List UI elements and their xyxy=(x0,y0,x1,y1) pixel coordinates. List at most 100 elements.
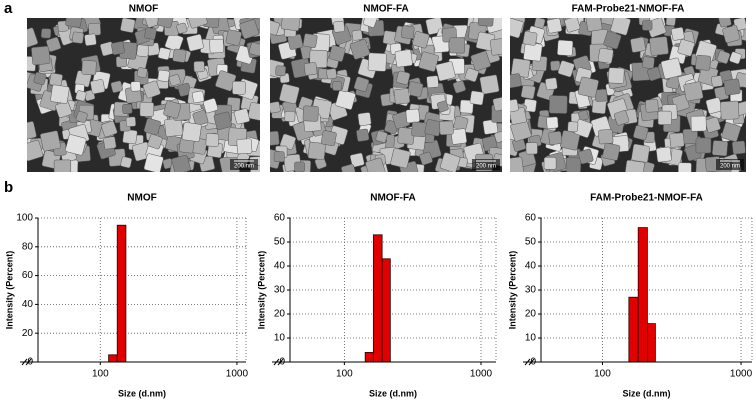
particle xyxy=(279,83,300,105)
particle xyxy=(90,79,106,95)
particle xyxy=(136,44,149,57)
x-axis-label: Size (d.nm) xyxy=(622,388,670,398)
particle xyxy=(439,152,461,172)
bar xyxy=(116,224,127,363)
y-tick-label: 40 xyxy=(274,261,286,272)
particle xyxy=(723,78,741,96)
particle xyxy=(120,156,132,169)
x-tick-label: 1000 xyxy=(470,369,493,380)
particle xyxy=(53,159,72,172)
scale-bar-label: 200 nm xyxy=(234,164,254,170)
particle xyxy=(393,88,411,105)
particle xyxy=(729,51,742,65)
particle xyxy=(546,116,559,129)
particle xyxy=(172,48,187,63)
particle xyxy=(479,74,500,95)
image-title: NMOF-FA xyxy=(363,4,409,15)
particle xyxy=(522,31,538,46)
particle xyxy=(171,154,191,172)
particle xyxy=(225,29,242,46)
particle xyxy=(144,27,157,40)
particle xyxy=(405,108,420,124)
chart-title: NMOF-FA xyxy=(370,193,416,204)
particle xyxy=(412,31,430,49)
particle xyxy=(449,37,466,54)
particle xyxy=(439,120,454,136)
y-axis-label: Intensity (Percent) xyxy=(507,251,517,330)
particle xyxy=(722,25,741,44)
particle xyxy=(233,108,250,125)
particle xyxy=(307,141,326,160)
particle xyxy=(270,101,281,114)
particle xyxy=(176,22,188,34)
particle xyxy=(630,37,646,53)
particle xyxy=(181,122,202,142)
particle xyxy=(677,162,692,172)
particle xyxy=(608,67,625,84)
particle xyxy=(549,95,568,114)
particle xyxy=(239,19,260,39)
particle xyxy=(125,116,136,127)
y-tick-label: 30 xyxy=(274,285,286,296)
particle xyxy=(671,27,685,41)
particle xyxy=(143,153,164,172)
particle xyxy=(646,66,662,81)
panel-label: b xyxy=(4,179,13,196)
particle xyxy=(543,157,557,170)
particle xyxy=(578,110,589,121)
particle xyxy=(31,46,51,66)
particle xyxy=(320,130,337,147)
scale-bar-bg xyxy=(716,159,744,170)
particle xyxy=(453,115,469,131)
particle xyxy=(130,81,141,92)
particle xyxy=(510,73,522,89)
y-tick-label: 40 xyxy=(525,261,537,272)
image-title: FAM-Probe21-NMOF-FA xyxy=(572,4,685,15)
particle xyxy=(459,99,474,114)
particle xyxy=(103,136,117,150)
particle xyxy=(110,80,123,93)
particle xyxy=(247,102,260,122)
bar xyxy=(108,354,118,363)
particle xyxy=(690,115,707,132)
particle xyxy=(270,19,280,36)
particle xyxy=(213,111,233,130)
particle xyxy=(101,120,118,138)
particle xyxy=(294,161,305,172)
y-tick-label: 60 xyxy=(22,270,34,281)
particle xyxy=(163,100,182,119)
particle xyxy=(84,33,97,46)
particle xyxy=(349,39,371,60)
particle xyxy=(683,81,704,102)
particle xyxy=(695,137,712,154)
particle xyxy=(65,134,87,156)
particle xyxy=(642,56,655,69)
particle xyxy=(557,60,575,78)
particle xyxy=(72,31,84,44)
particle xyxy=(450,128,467,145)
bar xyxy=(647,323,656,363)
particle xyxy=(492,96,502,112)
particle xyxy=(332,81,342,91)
particle xyxy=(139,102,154,117)
particle xyxy=(660,57,683,80)
particle xyxy=(564,18,581,33)
particle xyxy=(642,20,653,31)
axis-break xyxy=(273,358,280,366)
y-tick-label: 60 xyxy=(274,213,286,224)
particle xyxy=(520,84,536,100)
particle xyxy=(711,75,723,88)
axis-break xyxy=(528,358,535,366)
particle xyxy=(326,68,338,80)
y-tick-label: 50 xyxy=(274,237,286,248)
particle xyxy=(236,138,253,155)
particle xyxy=(328,45,346,62)
particle xyxy=(111,41,125,55)
particle xyxy=(280,18,301,32)
particle xyxy=(469,90,485,106)
particle xyxy=(168,74,181,87)
particle xyxy=(46,37,61,52)
particle xyxy=(557,39,574,56)
particle xyxy=(695,54,712,71)
y-tick-label: 40 xyxy=(22,299,34,310)
